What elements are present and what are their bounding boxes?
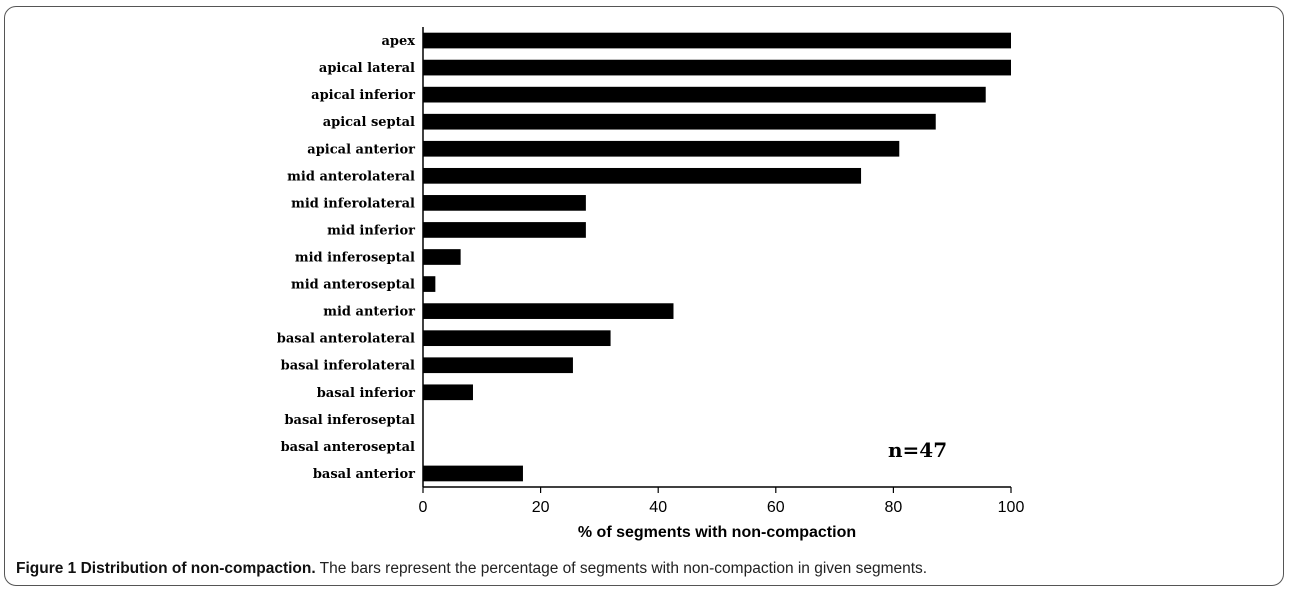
x-tick-label: 0 [419,499,428,516]
category-label: mid anterior [323,305,415,320]
x-tick-label: 40 [649,499,667,516]
bars-group [423,32,1011,482]
figure-caption: Figure 1 Distribution of non-compaction.… [16,560,1276,578]
figure-frame [4,6,1284,586]
bar-mid-anterior [423,303,674,319]
category-label: basal inferolateral [281,359,415,374]
category-label: apical septal [323,115,415,130]
category-label: basal anterolateral [277,332,415,347]
category-label: basal anterior [313,467,415,482]
bar-apical-lateral [423,59,1011,76]
category-label: mid inferolateral [291,196,415,211]
bar-mid-inferoseptal [423,249,461,265]
bar-mid-anteroseptal [423,276,436,292]
bar-basal-anterior [423,465,523,482]
x-tick-label: 80 [885,499,903,516]
bar-chart: apex apical lateral apical inferior apical … [277,27,1025,541]
bar-mid-inferior [423,222,586,238]
category-label: mid inferoseptal [295,251,415,266]
category-label: apical inferior [311,88,415,103]
bar-apical-inferior [423,86,986,103]
category-label: apical anterior [307,142,415,157]
category-label: mid inferior [327,223,415,238]
category-label: basal inferior [317,386,415,401]
caption-text: The bars represent the percentage of seg… [315,560,928,577]
bar-basal-inferolateral [423,357,573,374]
x-tick-label: 100 [998,499,1025,516]
bar-mid-anterolateral [423,167,862,184]
caption-lead: Figure 1 Distribution of non-compaction. [16,560,316,577]
category-label: apex [381,34,415,49]
bar-mid-inferolateral [423,195,586,211]
category-label: mid anterolateral [287,169,415,184]
category-label: apical lateral [319,61,415,76]
bar-apical-anterior [423,140,900,157]
x-tick-label: 60 [767,499,785,516]
x-tick-label: 20 [532,499,550,516]
bar-basal-anterolateral [423,330,611,347]
bar-basal-inferior [423,384,473,401]
sample-size-annotation: n=47 [888,438,947,462]
bar-apex [423,32,1011,49]
category-label: mid anteroseptal [291,278,415,293]
bar-apical-septal [423,113,936,130]
category-label: basal inferoseptal [284,413,415,428]
x-axis-title: % of segments with non-compaction [578,524,856,541]
x-ticks-group: 0 20 40 60 80 100 [419,487,1025,516]
category-labels-group: apex apical lateral apical inferior apical … [277,34,415,482]
category-label: basal anteroseptal [281,440,415,455]
